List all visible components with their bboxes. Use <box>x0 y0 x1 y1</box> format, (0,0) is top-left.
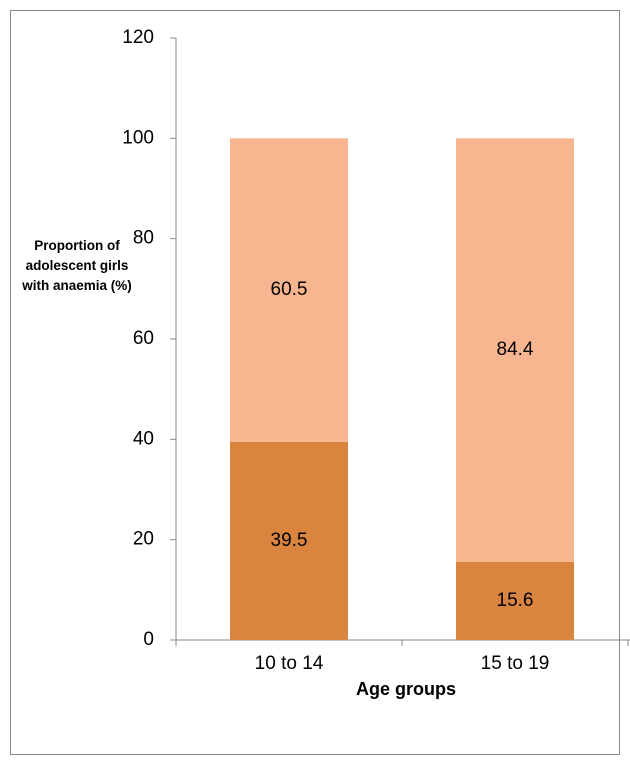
y-tick-label: 20 <box>133 529 154 550</box>
data-label: 39.5 <box>271 530 308 551</box>
x-axis-title: Age groups <box>356 679 456 699</box>
x-tick-label: 15 to 19 <box>481 653 550 674</box>
bar-segment <box>230 441 348 640</box>
chart-frame <box>10 10 620 755</box>
y-tick-label: 60 <box>133 328 154 349</box>
y-tick-label: 120 <box>122 27 154 48</box>
data-label: 84.4 <box>497 339 534 360</box>
data-label: 15.6 <box>497 590 534 611</box>
y-tick-label: 80 <box>133 228 154 249</box>
bar-segment <box>230 138 348 442</box>
y-tick-label: 0 <box>143 629 154 650</box>
bar-segment <box>456 138 574 562</box>
x-tick-label: 10 to 14 <box>255 653 324 674</box>
y-tick-label: 40 <box>133 428 154 449</box>
data-label: 60.5 <box>271 279 308 300</box>
y-tick-label: 100 <box>122 127 154 148</box>
y-axis-title: Proportion of adolescent girls with anae… <box>22 238 132 293</box>
bar-segment <box>456 561 574 640</box>
